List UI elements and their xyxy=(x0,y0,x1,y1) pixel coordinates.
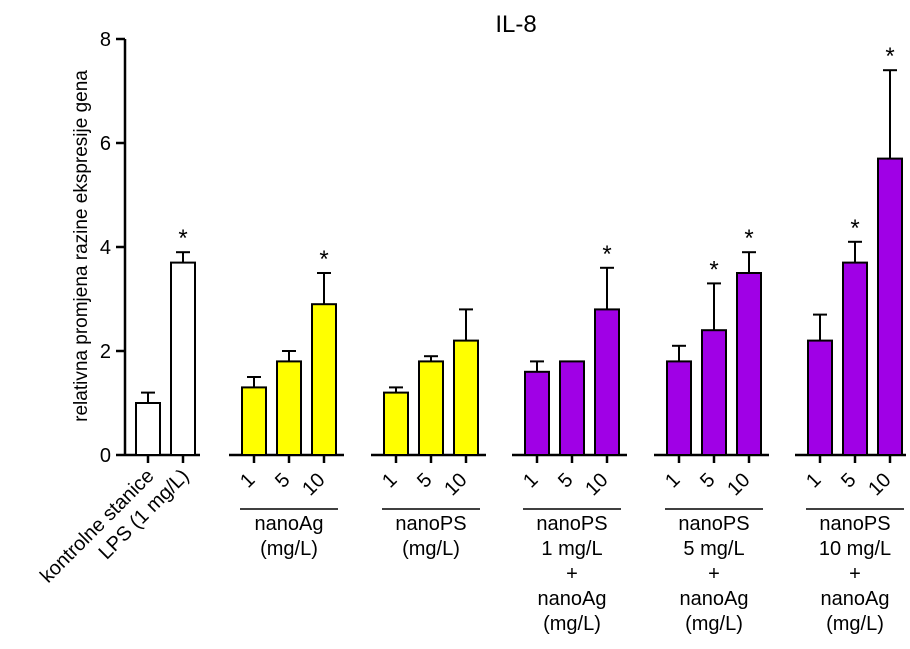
group-label-line: nanoAg xyxy=(538,588,607,610)
significance-star: * xyxy=(885,43,894,70)
group-label-line: nanoPS xyxy=(678,513,749,535)
group-label-line: 1 mg/L xyxy=(541,538,602,560)
x-tick-label: 5 xyxy=(554,469,577,492)
significance-star: * xyxy=(744,225,753,252)
group-label-line: nanoPS xyxy=(536,513,607,535)
group-label-line: nanoAg xyxy=(821,588,890,610)
group-label-line: + xyxy=(849,563,861,585)
bar xyxy=(559,360,585,456)
group-label-line: + xyxy=(708,563,720,585)
group-label-line: nanoPS xyxy=(819,513,890,535)
x-tick-label: 10 xyxy=(298,469,329,500)
bar xyxy=(276,360,302,456)
x-tick-label: 5 xyxy=(271,469,294,492)
group-label-line: (mg/L) xyxy=(543,613,601,635)
group-label-line: (mg/L) xyxy=(685,613,743,635)
x-tick-label: 10 xyxy=(723,469,754,500)
bar xyxy=(311,303,337,457)
bar xyxy=(170,261,196,456)
significance-star: * xyxy=(709,256,718,283)
y-tick-label: 4 xyxy=(100,237,111,259)
x-tick-label: 5 xyxy=(413,469,436,492)
group-label-line: nanoAg xyxy=(680,588,749,610)
x-tick-label: 1 xyxy=(519,469,542,492)
y-ticks: 0 2 4 6 8 xyxy=(100,29,125,467)
bar xyxy=(524,370,550,456)
x-tick-label: 10 xyxy=(864,469,895,500)
bar xyxy=(666,360,692,456)
bars: * * * * * * * xyxy=(135,43,903,457)
significance-star: * xyxy=(602,241,611,268)
bar xyxy=(807,339,833,457)
group-label-line: 5 mg/L xyxy=(683,538,744,560)
x-tick-label: 1 xyxy=(236,469,259,492)
bar xyxy=(453,339,479,457)
y-tick-label: 2 xyxy=(100,341,111,363)
significance-star: * xyxy=(178,225,187,252)
group-label-line: (mg/L) xyxy=(260,538,318,560)
bar xyxy=(383,391,409,457)
x-tick-label: 1 xyxy=(802,469,825,492)
y-tick-label: 8 xyxy=(100,29,111,51)
x-tick-label: 5 xyxy=(696,469,719,492)
bar xyxy=(594,308,620,456)
x-tick-label: 1 xyxy=(661,469,684,492)
x-tick-label: 10 xyxy=(440,469,471,500)
bar xyxy=(418,360,444,456)
group-label-line: nanoPS xyxy=(395,513,466,535)
bar xyxy=(135,402,161,456)
group-label-line: (mg/L) xyxy=(402,538,460,560)
bar xyxy=(842,261,868,456)
group-label-line: nanoAg xyxy=(255,513,324,535)
y-tick-label: 0 xyxy=(100,445,111,467)
x-tick-label: 5 xyxy=(837,469,860,492)
x-tick-label: 10 xyxy=(581,469,612,500)
group-labels: nanoAg (mg/L) nanoPS (mg/L) nanoPS 1 mg/L + nan… xyxy=(240,508,904,635)
bar xyxy=(877,157,903,456)
y-tick-label: 6 xyxy=(100,133,111,155)
significance-star: * xyxy=(319,246,328,273)
y-axis-label: relativna promjena razine ekspresije gen… xyxy=(71,70,92,422)
bar xyxy=(701,329,727,457)
group-label-line: (mg/L) xyxy=(826,613,884,635)
bar xyxy=(241,386,267,456)
group-label-line: + xyxy=(566,563,578,585)
chart-title: IL-8 xyxy=(495,11,536,38)
significance-star: * xyxy=(850,215,859,242)
x-tick-label: 1 xyxy=(378,469,401,492)
group-label-line: 10 mg/L xyxy=(819,538,891,560)
bar xyxy=(736,272,762,456)
